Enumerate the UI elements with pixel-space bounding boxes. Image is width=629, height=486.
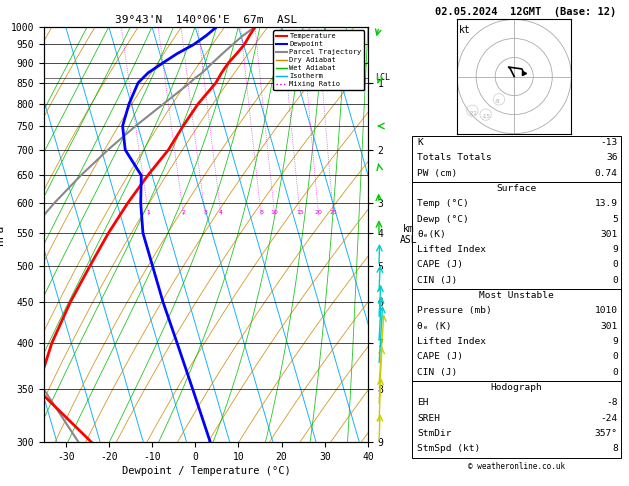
Text: LCL: LCL: [375, 73, 390, 83]
Text: 25: 25: [330, 210, 337, 215]
Text: CAPE (J): CAPE (J): [417, 260, 463, 270]
Text: StmDir: StmDir: [417, 429, 452, 438]
Text: 1: 1: [147, 210, 150, 215]
Text: 4: 4: [219, 210, 223, 215]
Text: 10: 10: [271, 210, 279, 215]
Text: Most Unstable: Most Unstable: [479, 291, 554, 300]
Text: Temp (°C): Temp (°C): [417, 199, 469, 208]
Text: 9: 9: [612, 245, 618, 254]
Text: Dewp (°C): Dewp (°C): [417, 215, 469, 224]
Text: 8: 8: [259, 210, 263, 215]
Text: -15: -15: [482, 114, 491, 120]
Legend: Temperature, Dewpoint, Parcel Trajectory, Dry Adiabat, Wet Adiabat, Isotherm, Mi: Temperature, Dewpoint, Parcel Trajectory…: [274, 30, 364, 90]
Text: 5: 5: [612, 215, 618, 224]
Text: 9: 9: [612, 337, 618, 346]
Text: 36: 36: [606, 154, 618, 162]
Text: CIN (J): CIN (J): [417, 367, 457, 377]
Text: K: K: [417, 138, 423, 147]
Text: EH: EH: [417, 399, 428, 407]
Y-axis label: km
ASL: km ASL: [400, 224, 418, 245]
Title: 39°43'N  140°06'E  67m  ASL: 39°43'N 140°06'E 67m ASL: [115, 15, 297, 25]
Text: 301: 301: [601, 322, 618, 331]
Text: 3: 3: [203, 210, 207, 215]
Text: 8: 8: [612, 444, 618, 453]
Text: SREH: SREH: [417, 414, 440, 423]
Text: -24: -24: [601, 414, 618, 423]
Text: StmSpd (kt): StmSpd (kt): [417, 444, 481, 453]
Text: 15: 15: [296, 210, 304, 215]
Text: -22: -22: [469, 111, 477, 116]
Text: 13.9: 13.9: [594, 199, 618, 208]
Text: CAPE (J): CAPE (J): [417, 352, 463, 362]
Text: CIN (J): CIN (J): [417, 276, 457, 285]
Text: Surface: Surface: [497, 184, 537, 193]
Text: -13: -13: [601, 138, 618, 147]
Text: 0: 0: [612, 367, 618, 377]
Text: -8: -8: [606, 399, 618, 407]
Text: Lifted Index: Lifted Index: [417, 245, 486, 254]
Text: Lifted Index: Lifted Index: [417, 337, 486, 346]
Text: 20: 20: [314, 210, 323, 215]
Text: θₑ(K): θₑ(K): [417, 230, 446, 239]
X-axis label: Dewpoint / Temperature (°C): Dewpoint / Temperature (°C): [121, 466, 291, 476]
Text: PW (cm): PW (cm): [417, 169, 457, 178]
Text: 357°: 357°: [594, 429, 618, 438]
Text: © weatheronline.co.uk: © weatheronline.co.uk: [468, 463, 565, 471]
Y-axis label: hPa: hPa: [0, 225, 5, 244]
Text: θₑ (K): θₑ (K): [417, 322, 452, 331]
Text: 0: 0: [612, 352, 618, 362]
Text: 2: 2: [182, 210, 186, 215]
Text: Totals Totals: Totals Totals: [417, 154, 492, 162]
Text: 0.74: 0.74: [594, 169, 618, 178]
Text: 301: 301: [601, 230, 618, 239]
Text: Hodograph: Hodograph: [491, 383, 543, 392]
Text: 0: 0: [612, 260, 618, 270]
Text: Pressure (mb): Pressure (mb): [417, 307, 492, 315]
Text: 0: 0: [612, 276, 618, 285]
Text: kt: kt: [459, 25, 470, 35]
Text: 1010: 1010: [594, 307, 618, 315]
Text: 02.05.2024  12GMT  (Base: 12): 02.05.2024 12GMT (Base: 12): [435, 7, 616, 17]
Text: -8: -8: [495, 99, 501, 104]
